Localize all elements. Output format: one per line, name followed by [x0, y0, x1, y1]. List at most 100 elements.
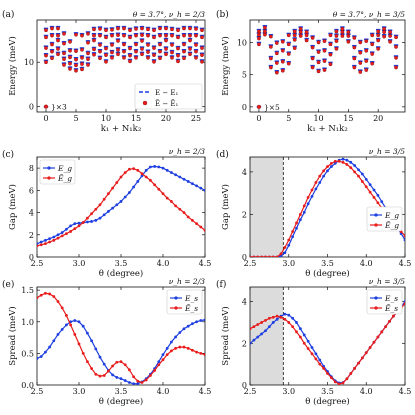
data-point-red: [123, 363, 127, 367]
level-dot: [170, 33, 174, 38]
data-point-red: [310, 188, 314, 192]
data-point-red: [149, 178, 152, 182]
data-point-red: [318, 174, 322, 178]
level-dot: [152, 46, 156, 50]
level-dot: [394, 65, 398, 70]
panel-header: ν_h = 2/3: [169, 277, 205, 286]
data-point-red: [136, 379, 140, 383]
level-dot: [98, 27, 102, 31]
data-point-red: [178, 207, 182, 211]
data-point-blue: [107, 210, 110, 213]
level-dot: [80, 33, 84, 38]
data-point-red: [388, 320, 391, 323]
panel-letter: (d): [216, 149, 229, 160]
data-point-red: [98, 374, 102, 378]
level-dot: [122, 26, 126, 31]
level-dot: [298, 30, 303, 34]
data-point-blue: [77, 320, 81, 324]
level-dot: [140, 26, 144, 31]
level-dot: [334, 29, 339, 34]
data-point-red: [353, 170, 357, 174]
legend-label: Ẽ_g: [384, 221, 399, 230]
y-tick-label: 0.5: [21, 349, 34, 358]
level-dot: [346, 34, 351, 38]
level-dot: [316, 69, 321, 74]
level-dot: [182, 49, 186, 54]
data-point-blue: [65, 323, 68, 327]
data-point-blue: [86, 220, 89, 224]
x-tick-label: 4.5: [199, 259, 212, 268]
data-point-blue: [165, 168, 169, 172]
level-dot: [62, 31, 66, 36]
data-point-red: [345, 163, 349, 166]
level-dot: [152, 53, 156, 57]
level-dot: [68, 61, 72, 66]
level-dot: [352, 65, 357, 70]
level-dot: [44, 46, 48, 50]
data-point-red: [264, 318, 267, 322]
level-dot: [104, 46, 108, 51]
data-point-blue: [73, 319, 77, 322]
level-dot: [200, 46, 204, 50]
data-point-red: [295, 221, 298, 225]
x-tick-label: 5: [286, 114, 291, 123]
level-dot: [269, 56, 273, 61]
legend-marker-red: [374, 223, 378, 227]
level-dot: [62, 57, 66, 61]
data-point-red: [384, 325, 388, 329]
data-point-blue: [136, 180, 140, 183]
level-dot: [164, 38, 168, 43]
level-dot: [110, 50, 114, 55]
level-dot: [388, 30, 392, 34]
level-dot: [280, 68, 285, 73]
y-tick-label: 0: [242, 103, 247, 112]
y-tick-label: 6: [29, 186, 34, 195]
level-dot: [292, 29, 297, 34]
level-dot: [310, 45, 315, 50]
data-point-blue: [264, 329, 267, 333]
level-dot: [164, 52, 168, 57]
data-point-blue: [199, 319, 203, 322]
data-point-red: [56, 300, 60, 303]
data-point-red: [298, 213, 302, 216]
level-dot: [176, 28, 180, 33]
level-dot: [74, 49, 78, 53]
data-point-red: [283, 246, 287, 249]
plot-area: [43, 25, 205, 109]
level-dot: [352, 45, 357, 50]
x-tick-label: 4.5: [399, 259, 412, 268]
level-dot: [388, 39, 392, 44]
data-point-blue: [186, 180, 190, 183]
x-tick-label: 25: [191, 114, 201, 123]
level-dot: [346, 30, 351, 34]
level-dot: [110, 27, 114, 32]
x-axis-label: k₁ + N₁k₂: [101, 124, 142, 134]
level-dot: [56, 33, 60, 38]
data-point-blue: [203, 188, 205, 192]
level-dot: [104, 35, 108, 40]
data-point-blue: [252, 338, 256, 342]
data-point-blue: [291, 316, 295, 320]
x-tick-label: 4.0: [157, 259, 170, 268]
level-dot: [92, 47, 96, 52]
level-dot: [200, 35, 204, 40]
data-point-red: [102, 197, 106, 201]
level-dot: [394, 35, 398, 40]
level-dot: [50, 26, 54, 31]
x-tick-label: 10: [313, 114, 323, 123]
level-dot: [376, 46, 381, 51]
level-dot: [274, 41, 279, 45]
data-point-blue: [279, 254, 283, 257]
level-dot: [376, 29, 381, 34]
level-dot: [280, 39, 285, 44]
level-dot: [364, 68, 369, 72]
data-point-red: [250, 255, 252, 257]
data-point-blue: [318, 181, 322, 184]
level-dot: [128, 35, 132, 40]
level-dot: [310, 65, 315, 70]
level-dot: [98, 56, 102, 61]
y-tick-label: 2: [242, 339, 247, 348]
level-dot: [194, 33, 198, 38]
ground-dot: [43, 104, 49, 109]
y-tick-label: 8: [29, 164, 34, 173]
